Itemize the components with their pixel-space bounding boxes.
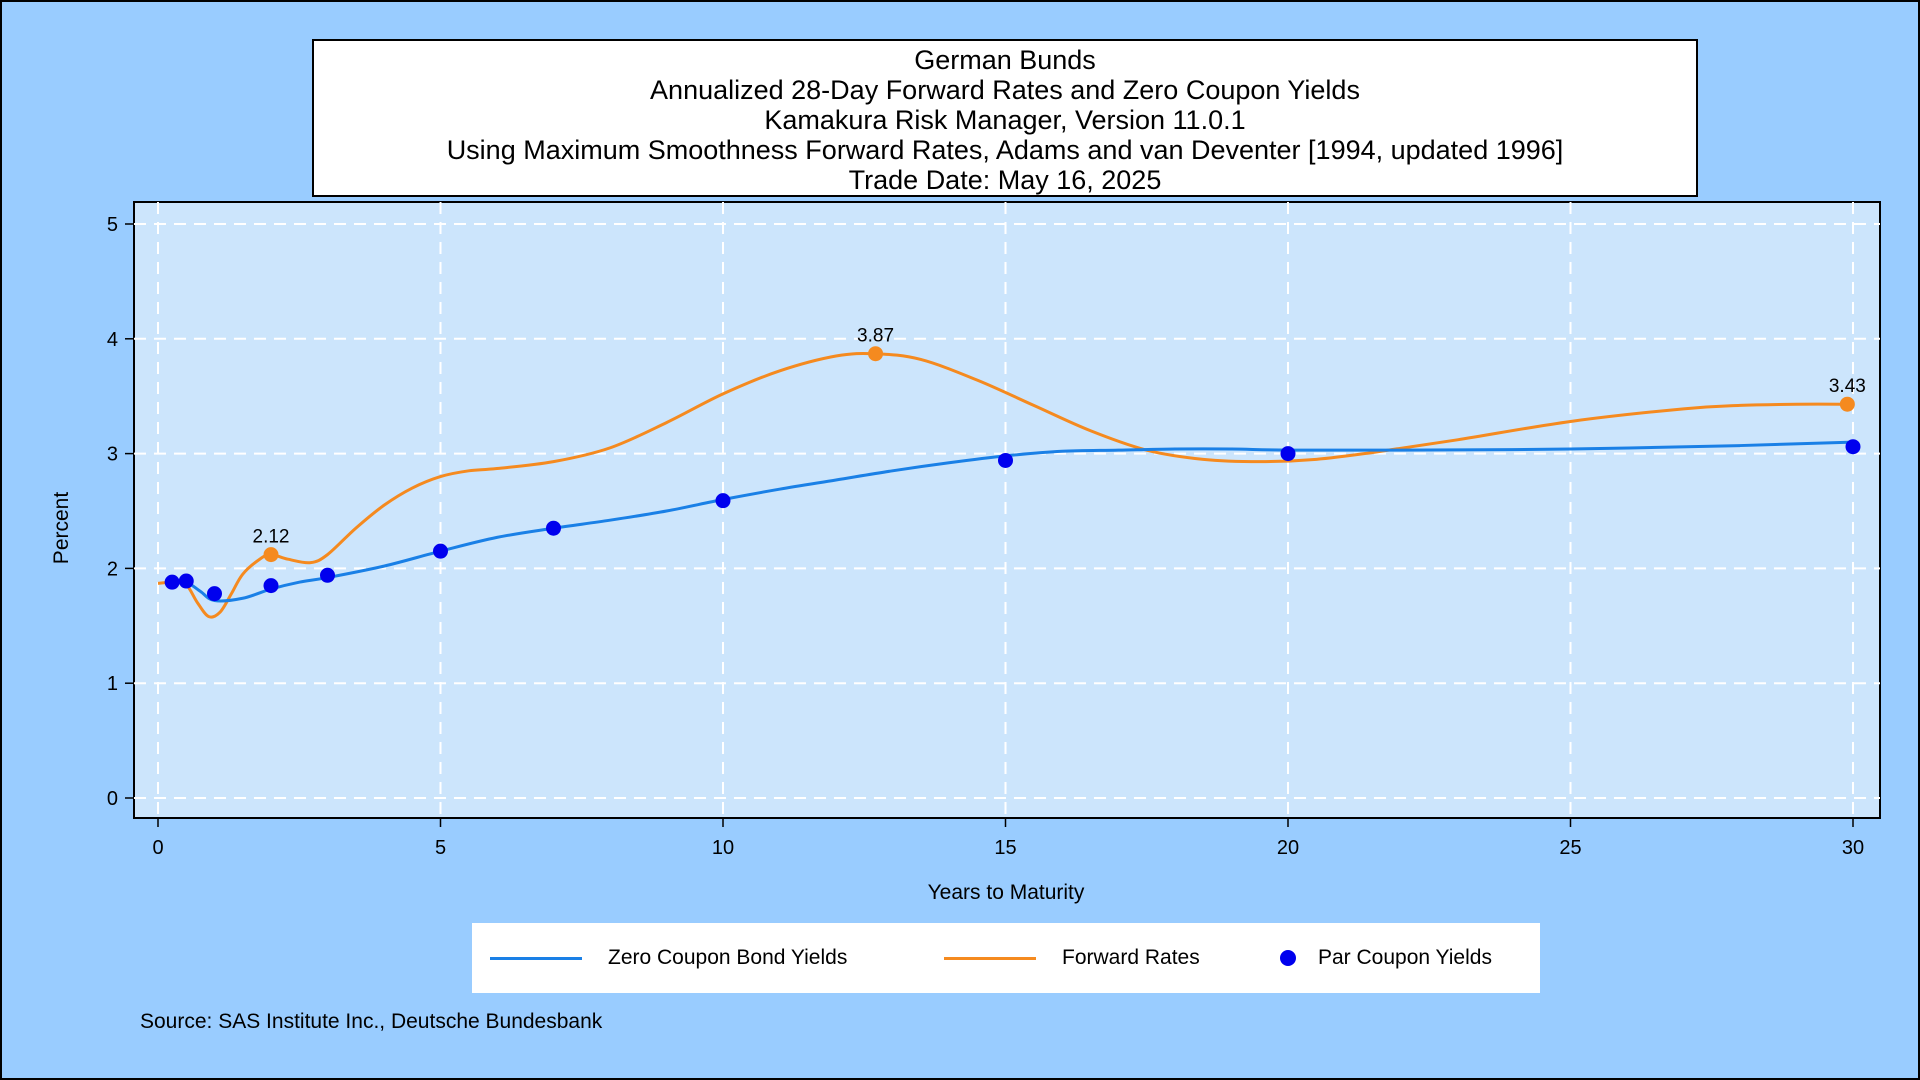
title-line-2: Annualized 28-Day Forward Rates and Zero… <box>650 75 1360 105</box>
par-coupon-point <box>320 567 335 583</box>
legend-swatch-par <box>1280 950 1296 966</box>
grid-lines <box>134 202 1880 818</box>
par-coupon-point <box>164 574 180 590</box>
x-tick-label: 30 <box>1842 837 1864 859</box>
x-tick-label: 20 <box>1277 837 1299 859</box>
title-line-5: Trade Date: May 16, 2025 <box>848 165 1162 195</box>
par-coupon-point <box>178 573 194 589</box>
data-label: 2.12 <box>253 527 290 548</box>
plot-area <box>133 201 1881 819</box>
axes: 0 5 10 15 20 25 30 0 1 2 3 4 5 <box>107 214 1864 859</box>
legend: Zero Coupon Bond Yields Forward Rates Pa… <box>472 923 1540 993</box>
x-tick-label: 15 <box>994 837 1016 859</box>
par-coupon-point <box>1845 439 1861 455</box>
series-layer <box>157 346 1861 619</box>
y-tick-label: 0 <box>107 788 118 810</box>
y-tick-label: 2 <box>107 558 118 580</box>
par-coupon-point <box>1280 446 1296 462</box>
legend-swatch-forward <box>944 956 1036 960</box>
y-tick-label: 5 <box>107 214 118 236</box>
title-line-4: Using Maximum Smoothness Forward Rates, … <box>446 135 1564 165</box>
title-line-1: German Bunds <box>914 45 1096 75</box>
par-coupon-point <box>207 586 222 602</box>
chart-title-box: German Bunds Annualized 28-Day Forward R… <box>312 39 1698 197</box>
y-tick-label: 3 <box>107 444 118 466</box>
forward-rate-marker <box>263 547 279 563</box>
y-axis-title: Percent <box>50 492 73 565</box>
data-label: 3.43 <box>1829 376 1866 397</box>
title-line-3: Kamakura Risk Manager, Version 11.0.1 <box>764 105 1246 135</box>
x-tick-label: 10 <box>712 837 734 859</box>
x-axis-title: Years to Maturity <box>928 881 1085 904</box>
data-labels: 2.12 3.87 3.43 <box>253 326 1866 548</box>
forward-rate-marker <box>1839 396 1855 412</box>
legend-item-zero: Zero Coupon Bond Yields <box>490 923 847 993</box>
par-coupon-point <box>433 543 448 559</box>
legend-label-par: Par Coupon Yields <box>1318 946 1492 969</box>
legend-label-forward: Forward Rates <box>1062 946 1200 969</box>
x-tick-label: 0 <box>152 837 163 859</box>
par-coupon-point <box>546 520 561 536</box>
par-coupon-point <box>263 578 279 594</box>
par-coupon-point <box>998 452 1013 468</box>
x-tick-label: 5 <box>435 837 446 859</box>
legend-item-forward: Forward Rates <box>944 923 1200 993</box>
forward-rate-marker <box>868 346 884 362</box>
legend-label-zero: Zero Coupon Bond Yields <box>608 946 848 969</box>
par-coupon-point <box>715 493 731 509</box>
data-label: 3.87 <box>857 326 894 347</box>
source-note: Source: SAS Institute Inc., Deutsche Bun… <box>140 1010 603 1033</box>
x-tick-label: 25 <box>1559 837 1581 859</box>
y-tick-label: 4 <box>107 329 118 351</box>
legend-swatch-zero <box>490 956 582 960</box>
series-line-forward-rates <box>157 351 1854 619</box>
legend-item-par: Par Coupon Yields <box>1280 923 1492 993</box>
y-tick-label: 1 <box>107 673 118 695</box>
